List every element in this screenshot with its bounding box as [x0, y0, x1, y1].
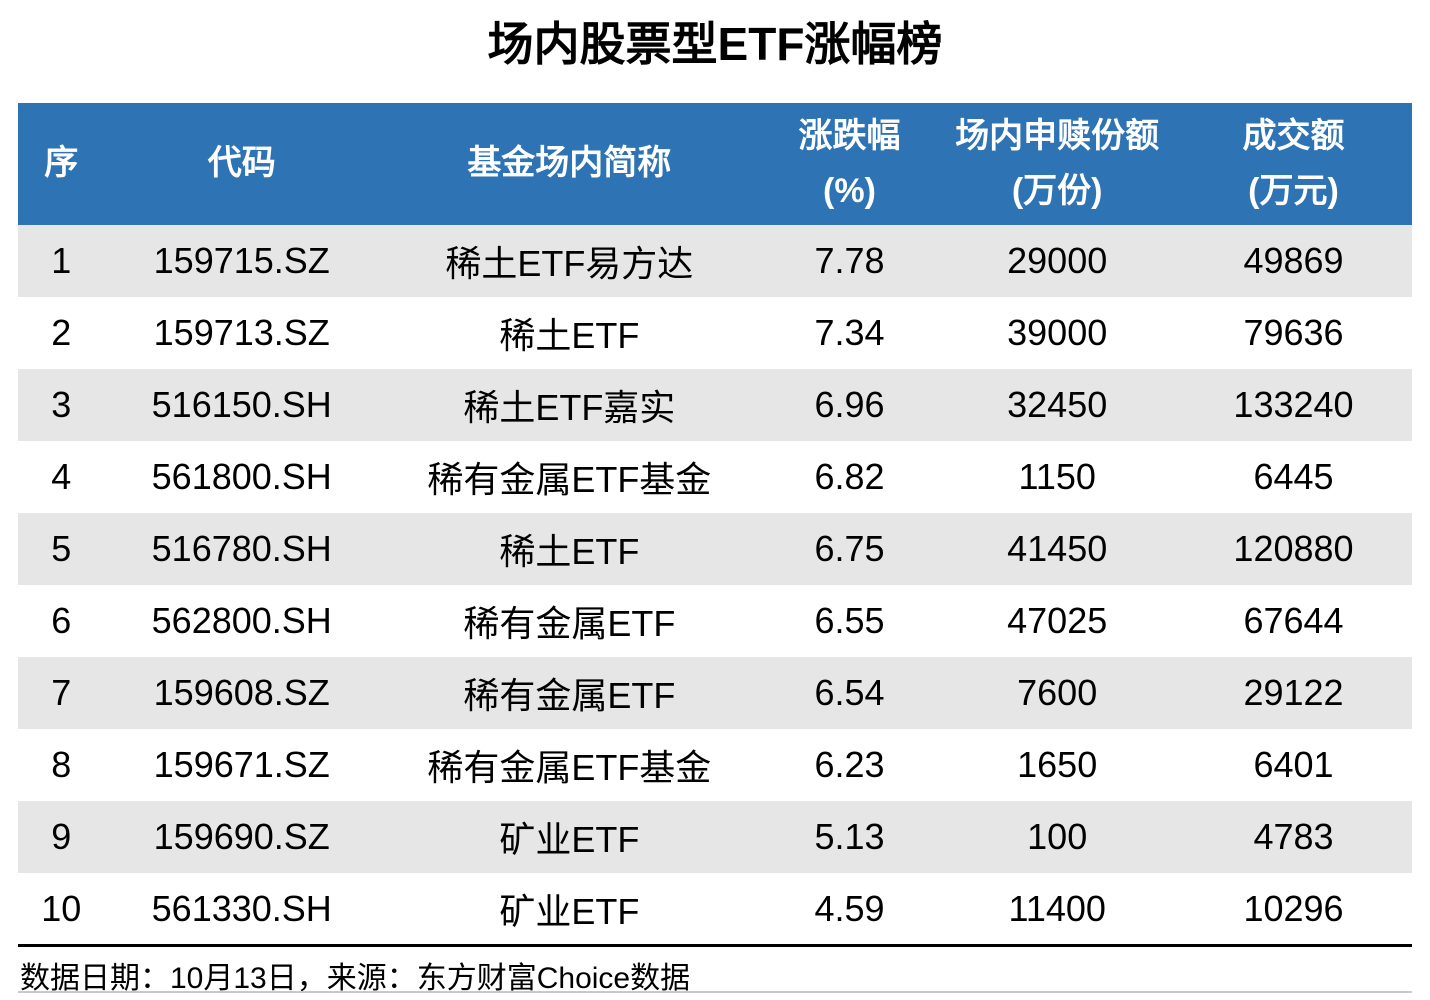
table-row: 1 159715.SZ 稀土ETF易方达 7.78 29000 49869	[18, 225, 1412, 297]
cell-rank: 9	[18, 801, 105, 873]
cell-fund-name: 稀有金属ETF	[379, 585, 760, 657]
cell-change-pct: 6.54	[759, 657, 940, 729]
cell-redemption-shares: 1150	[939, 441, 1175, 513]
cell-fund-name: 稀有金属ETF	[379, 657, 760, 729]
cell-turnover: 49869	[1174, 225, 1412, 297]
cell-change-pct: 6.82	[759, 441, 940, 513]
cell-fund-name: 稀土ETF	[379, 297, 760, 369]
cell-turnover: 67644	[1174, 585, 1412, 657]
cell-rank: 5	[18, 513, 105, 585]
cell-change-pct: 6.55	[759, 585, 940, 657]
cell-code: 562800.SH	[104, 585, 380, 657]
cell-redemption-shares: 7600	[939, 657, 1175, 729]
header-row: 序 代码 基金场内简称 涨跌幅 (%) 场内申赎份额 (万份) 成交额 (万元)	[18, 103, 1412, 225]
cell-turnover: 10296	[1174, 873, 1412, 945]
cell-turnover: 6445	[1174, 441, 1412, 513]
cell-redemption-shares: 39000	[939, 297, 1175, 369]
cell-fund-name: 稀土ETF嘉实	[379, 369, 760, 441]
cell-code: 561800.SH	[104, 441, 380, 513]
cell-rank: 1	[18, 225, 105, 297]
cell-rank: 10	[18, 873, 105, 945]
cell-rank: 8	[18, 729, 105, 801]
col-header-code: 代码	[104, 103, 380, 225]
col-header-turnover: 成交额 (万元)	[1174, 103, 1412, 225]
cell-code: 159671.SZ	[104, 729, 380, 801]
cell-turnover: 133240	[1174, 369, 1412, 441]
col-header-redemption-shares: 场内申赎份额 (万份)	[939, 103, 1175, 225]
cell-redemption-shares: 47025	[939, 585, 1175, 657]
cell-code: 159608.SZ	[104, 657, 380, 729]
cell-code: 516150.SH	[104, 369, 380, 441]
table-row: 4 561800.SH 稀有金属ETF基金 6.82 1150 6445	[18, 441, 1412, 513]
cell-change-pct: 6.23	[759, 729, 940, 801]
cell-redemption-shares: 29000	[939, 225, 1175, 297]
cell-change-pct: 7.34	[759, 297, 940, 369]
cell-change-pct: 4.59	[759, 873, 940, 945]
cell-code: 561330.SH	[104, 873, 380, 945]
table-row: 10 561330.SH 矿业ETF 4.59 11400 10296	[18, 873, 1412, 945]
cell-change-pct: 6.96	[759, 369, 940, 441]
cell-code: 516780.SH	[104, 513, 380, 585]
cell-change-pct: 7.78	[759, 225, 940, 297]
data-source-note: 数据日期：10月13日，来源：东方财富Choice数据	[20, 962, 691, 995]
table-row: 6 562800.SH 稀有金属ETF 6.55 47025 67644	[18, 585, 1412, 657]
col-header-change-pct: 涨跌幅 (%)	[759, 103, 940, 225]
cell-rank: 3	[18, 369, 105, 441]
cell-turnover: 120880	[1174, 513, 1412, 585]
cell-fund-name: 稀土ETF	[379, 513, 760, 585]
cell-redemption-shares: 32450	[939, 369, 1175, 441]
cell-turnover: 4783	[1174, 801, 1412, 873]
cell-redemption-shares: 100	[939, 801, 1175, 873]
cell-rank: 7	[18, 657, 105, 729]
page-title: 场内股票型ETF涨幅榜	[487, 18, 943, 70]
table-row: 8 159671.SZ 稀有金属ETF基金 6.23 1650 6401	[18, 729, 1412, 801]
col-header-rank: 序	[18, 103, 105, 225]
cell-fund-name: 矿业ETF	[379, 873, 760, 945]
cell-fund-name: 稀有金属ETF基金	[379, 729, 760, 801]
table-row: 2 159713.SZ 稀土ETF 7.34 39000 79636	[18, 297, 1412, 369]
table-row: 5 516780.SH 稀土ETF 6.75 41450 120880	[18, 513, 1412, 585]
cell-code: 159715.SZ	[104, 225, 380, 297]
cell-code: 159713.SZ	[104, 297, 380, 369]
footer-divider	[18, 944, 1412, 947]
cell-fund-name: 矿业ETF	[379, 801, 760, 873]
table-row: 7 159608.SZ 稀有金属ETF 6.54 7600 29122	[18, 657, 1412, 729]
table-row: 9 159690.SZ 矿业ETF 5.13 100 4783	[18, 801, 1412, 873]
cell-redemption-shares: 11400	[939, 873, 1175, 945]
cell-change-pct: 6.75	[759, 513, 940, 585]
bottom-divider	[18, 991, 1412, 993]
col-header-fund-name: 基金场内简称	[379, 103, 760, 225]
cell-fund-name: 稀有金属ETF基金	[379, 441, 760, 513]
cell-code: 159690.SZ	[104, 801, 380, 873]
cell-redemption-shares: 41450	[939, 513, 1175, 585]
cell-change-pct: 5.13	[759, 801, 940, 873]
cell-rank: 2	[18, 297, 105, 369]
table-row: 3 516150.SH 稀土ETF嘉实 6.96 32450 133240	[18, 369, 1412, 441]
cell-turnover: 6401	[1174, 729, 1412, 801]
cell-turnover: 79636	[1174, 297, 1412, 369]
etf-gainers-table: 序 代码 基金场内简称 涨跌幅 (%) 场内申赎份额 (万份) 成交额 (万元)…	[18, 103, 1412, 945]
cell-fund-name: 稀土ETF易方达	[379, 225, 760, 297]
cell-rank: 4	[18, 441, 105, 513]
cell-rank: 6	[18, 585, 105, 657]
cell-turnover: 29122	[1174, 657, 1412, 729]
cell-redemption-shares: 1650	[939, 729, 1175, 801]
